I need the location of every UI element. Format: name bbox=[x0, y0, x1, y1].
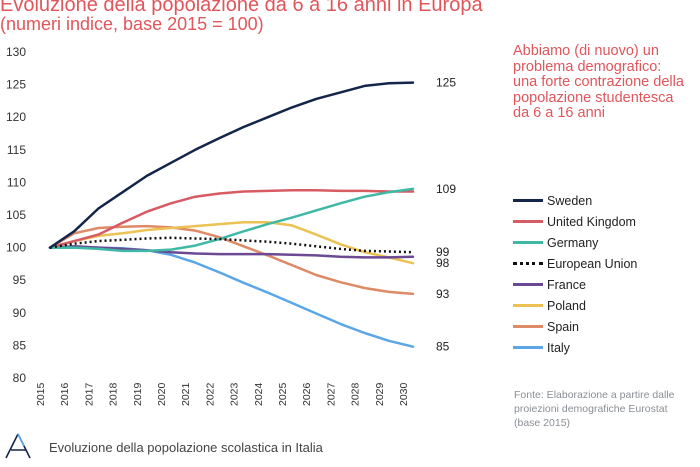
x-tick-label: 2024 bbox=[253, 382, 265, 406]
legend-swatch bbox=[513, 346, 543, 349]
end-value-label: 93 bbox=[436, 287, 450, 301]
y-tick-label: 105 bbox=[6, 208, 26, 222]
chart-subtitle: (numeri indice, base 2015 = 100) bbox=[0, 14, 264, 34]
x-tick-label: 2028 bbox=[350, 382, 362, 406]
legend-item: Spain bbox=[513, 316, 637, 337]
legend-label: European Union bbox=[547, 256, 638, 271]
end-value-label: 99 bbox=[436, 245, 450, 259]
y-tick-label: 95 bbox=[13, 273, 27, 287]
end-value-label: 85 bbox=[436, 340, 450, 354]
x-tick-label: 2022 bbox=[204, 382, 216, 406]
legend-swatch bbox=[513, 283, 543, 286]
x-tick-label: 2025 bbox=[277, 382, 289, 406]
chart-legend: Sweden United Kingdom Germany European Unio… bbox=[513, 190, 637, 358]
series-line-sweden bbox=[48, 81, 415, 249]
y-tick-label: 85 bbox=[13, 338, 27, 352]
legend-label: Poland bbox=[547, 298, 586, 313]
y-tick-label: 80 bbox=[13, 371, 27, 385]
series-line-european-union bbox=[49, 236, 414, 254]
chart-title: Evoluzione della popolazione da 6 a 16 a… bbox=[0, 0, 483, 16]
x-tick-label: 2026 bbox=[301, 382, 313, 406]
legend-item: France bbox=[513, 274, 637, 295]
y-tick-label: 125 bbox=[6, 78, 26, 92]
x-tick-label: 2015 bbox=[35, 382, 47, 406]
x-tick-label: 2027 bbox=[325, 382, 337, 406]
end-value-label: 125 bbox=[436, 76, 456, 90]
end-value-label: 109 bbox=[436, 182, 456, 196]
y-tick-label: 120 bbox=[6, 110, 26, 124]
series-line-united-kingdom bbox=[48, 188, 415, 249]
end-value-label: 98 bbox=[436, 256, 450, 270]
legend-item: Poland bbox=[513, 295, 637, 316]
legend-swatch bbox=[513, 199, 543, 202]
x-tick-label: 2018 bbox=[108, 382, 120, 406]
legend-label: United Kingdom bbox=[547, 214, 636, 229]
legend-label: Spain bbox=[547, 319, 579, 334]
x-tick-label: 2030 bbox=[398, 382, 410, 406]
legend-swatch bbox=[513, 325, 543, 328]
legend-label: Italy bbox=[547, 340, 570, 355]
series-line-france bbox=[48, 245, 415, 259]
x-tick-label: 2016 bbox=[59, 382, 71, 406]
x-tick-label: 2029 bbox=[374, 382, 386, 406]
legend-swatch bbox=[513, 241, 543, 244]
x-tick-label: 2023 bbox=[229, 382, 241, 406]
source-note: Fonte: Elaborazione a partire dalle proi… bbox=[514, 389, 675, 429]
legend-swatch bbox=[513, 220, 543, 223]
legend-item: United Kingdom bbox=[513, 211, 637, 232]
legend-item: Germany bbox=[513, 232, 637, 253]
x-tick-label: 2021 bbox=[180, 382, 192, 406]
chart-annotation: Abbiamo (di nuovo) un problema demografi… bbox=[513, 43, 684, 121]
x-tick-label: 2020 bbox=[156, 382, 168, 406]
legend-item: Sweden bbox=[513, 190, 637, 211]
legend-swatch bbox=[513, 262, 543, 265]
y-tick-label: 115 bbox=[7, 143, 26, 157]
y-tick-label: 130 bbox=[6, 45, 26, 59]
legend-item: Italy bbox=[513, 337, 637, 358]
series-line-italy bbox=[48, 246, 415, 348]
legend-label: Germany bbox=[547, 235, 599, 250]
legend-label: Sweden bbox=[547, 193, 593, 208]
stylized-a-logo-icon bbox=[5, 433, 31, 459]
y-tick-label: 90 bbox=[13, 306, 27, 320]
legend-label: France bbox=[547, 277, 586, 292]
y-tick-label: 100 bbox=[6, 241, 26, 255]
y-tick-label: 110 bbox=[7, 175, 26, 189]
legend-item: European Union bbox=[513, 253, 637, 274]
x-tick-label: 2019 bbox=[132, 382, 144, 406]
x-tick-label: 2017 bbox=[83, 382, 95, 406]
series-line-poland bbox=[48, 220, 415, 265]
legend-swatch bbox=[513, 304, 543, 307]
series-line-germany bbox=[48, 187, 415, 253]
footer-text: Evoluzione della popolazione scolastica … bbox=[49, 440, 323, 455]
